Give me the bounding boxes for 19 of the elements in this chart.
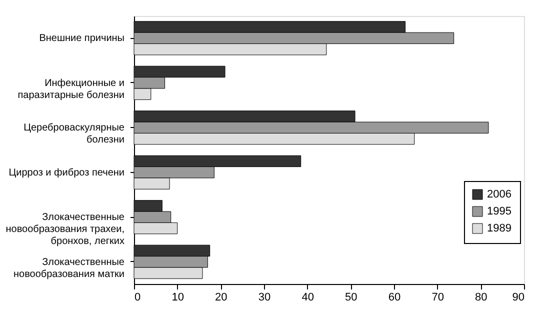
x-tick-label: 30 bbox=[258, 292, 271, 304]
y-tick-label: Цирроз и фиброз печени bbox=[8, 167, 124, 178]
y-tick-label: Злокачественные новообразования трахеи, бронхов, легких bbox=[6, 212, 125, 248]
x-tick-label: 90 bbox=[512, 292, 524, 304]
x-tick-label: 60 bbox=[388, 292, 401, 304]
x-tick-label: 70 bbox=[432, 292, 444, 304]
legend-label: 1995 bbox=[487, 206, 512, 218]
x-tick-label: 0 bbox=[134, 292, 141, 304]
x-tick-label: 40 bbox=[302, 292, 314, 304]
x-tick-label: 20 bbox=[215, 292, 228, 304]
x-tick-label: 50 bbox=[345, 292, 358, 304]
x-tick-label: 80 bbox=[475, 292, 488, 304]
y-tick-label: Злокачественные новообразования матки bbox=[13, 256, 125, 280]
y-tick-label: Инфекционные и паразитарные болезни bbox=[18, 78, 124, 101]
y-tick-label: Цереброваскулярные болезни bbox=[24, 122, 125, 146]
y-tick-label: Внешние причины bbox=[39, 33, 124, 44]
legend-label: 1989 bbox=[487, 222, 512, 234]
legend-label: 2006 bbox=[487, 188, 512, 200]
x-tick-label: 10 bbox=[172, 292, 184, 304]
